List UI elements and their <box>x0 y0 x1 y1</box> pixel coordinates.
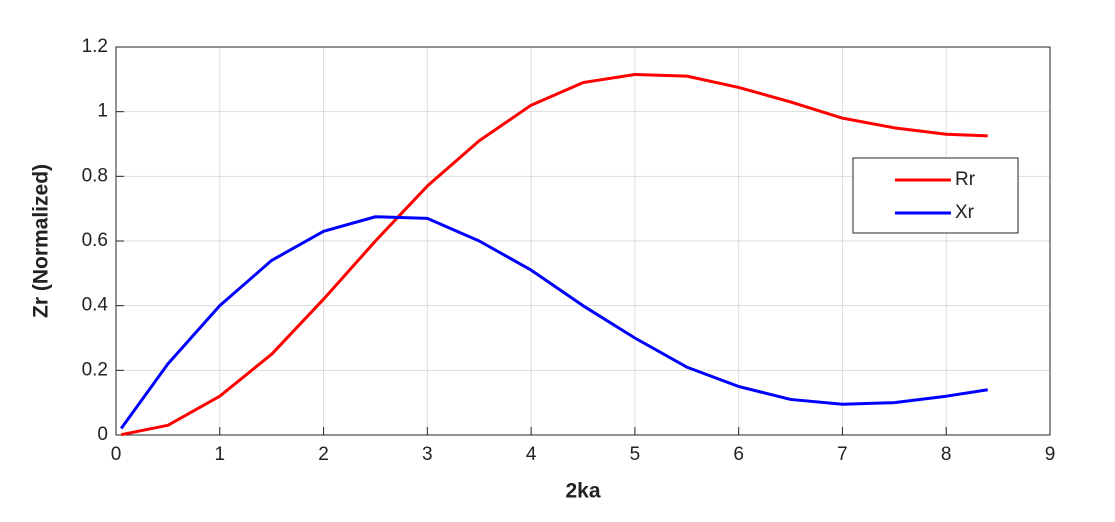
x-tick-label: 7 <box>837 444 848 465</box>
line-series <box>119 215 988 430</box>
y-tick-label: 1.2 <box>82 36 108 57</box>
x-tick-label: 0 <box>111 444 122 465</box>
x-tick-label: 2 <box>318 444 329 465</box>
y-axis-label: Zr (Normalized) <box>30 164 53 318</box>
x-tick-label: 6 <box>733 444 744 465</box>
legend-label: Rr <box>955 169 976 190</box>
y-tick-label: 0.6 <box>82 230 108 251</box>
x-tick-label: 5 <box>630 444 641 465</box>
x-tick-label: 4 <box>526 444 537 465</box>
y-tick-label: 1 <box>97 101 108 122</box>
x-tick-label: 3 <box>422 444 433 465</box>
legend-label: Xr <box>955 202 975 223</box>
x-tick-label: 1 <box>214 444 225 465</box>
y-tick-label: 0.2 <box>82 359 108 380</box>
x-axis-label: 2ka <box>565 480 600 503</box>
y-tick-label: 0.4 <box>82 295 109 316</box>
y-tick-label: 0 <box>97 424 108 445</box>
y-tick-label: 0.8 <box>82 165 108 186</box>
line-series <box>120 72 988 437</box>
plot-frame <box>115 46 1051 436</box>
legend-box <box>852 157 1019 234</box>
x-tick-label: 9 <box>1045 444 1056 465</box>
x-tick-label: 8 <box>941 444 952 465</box>
